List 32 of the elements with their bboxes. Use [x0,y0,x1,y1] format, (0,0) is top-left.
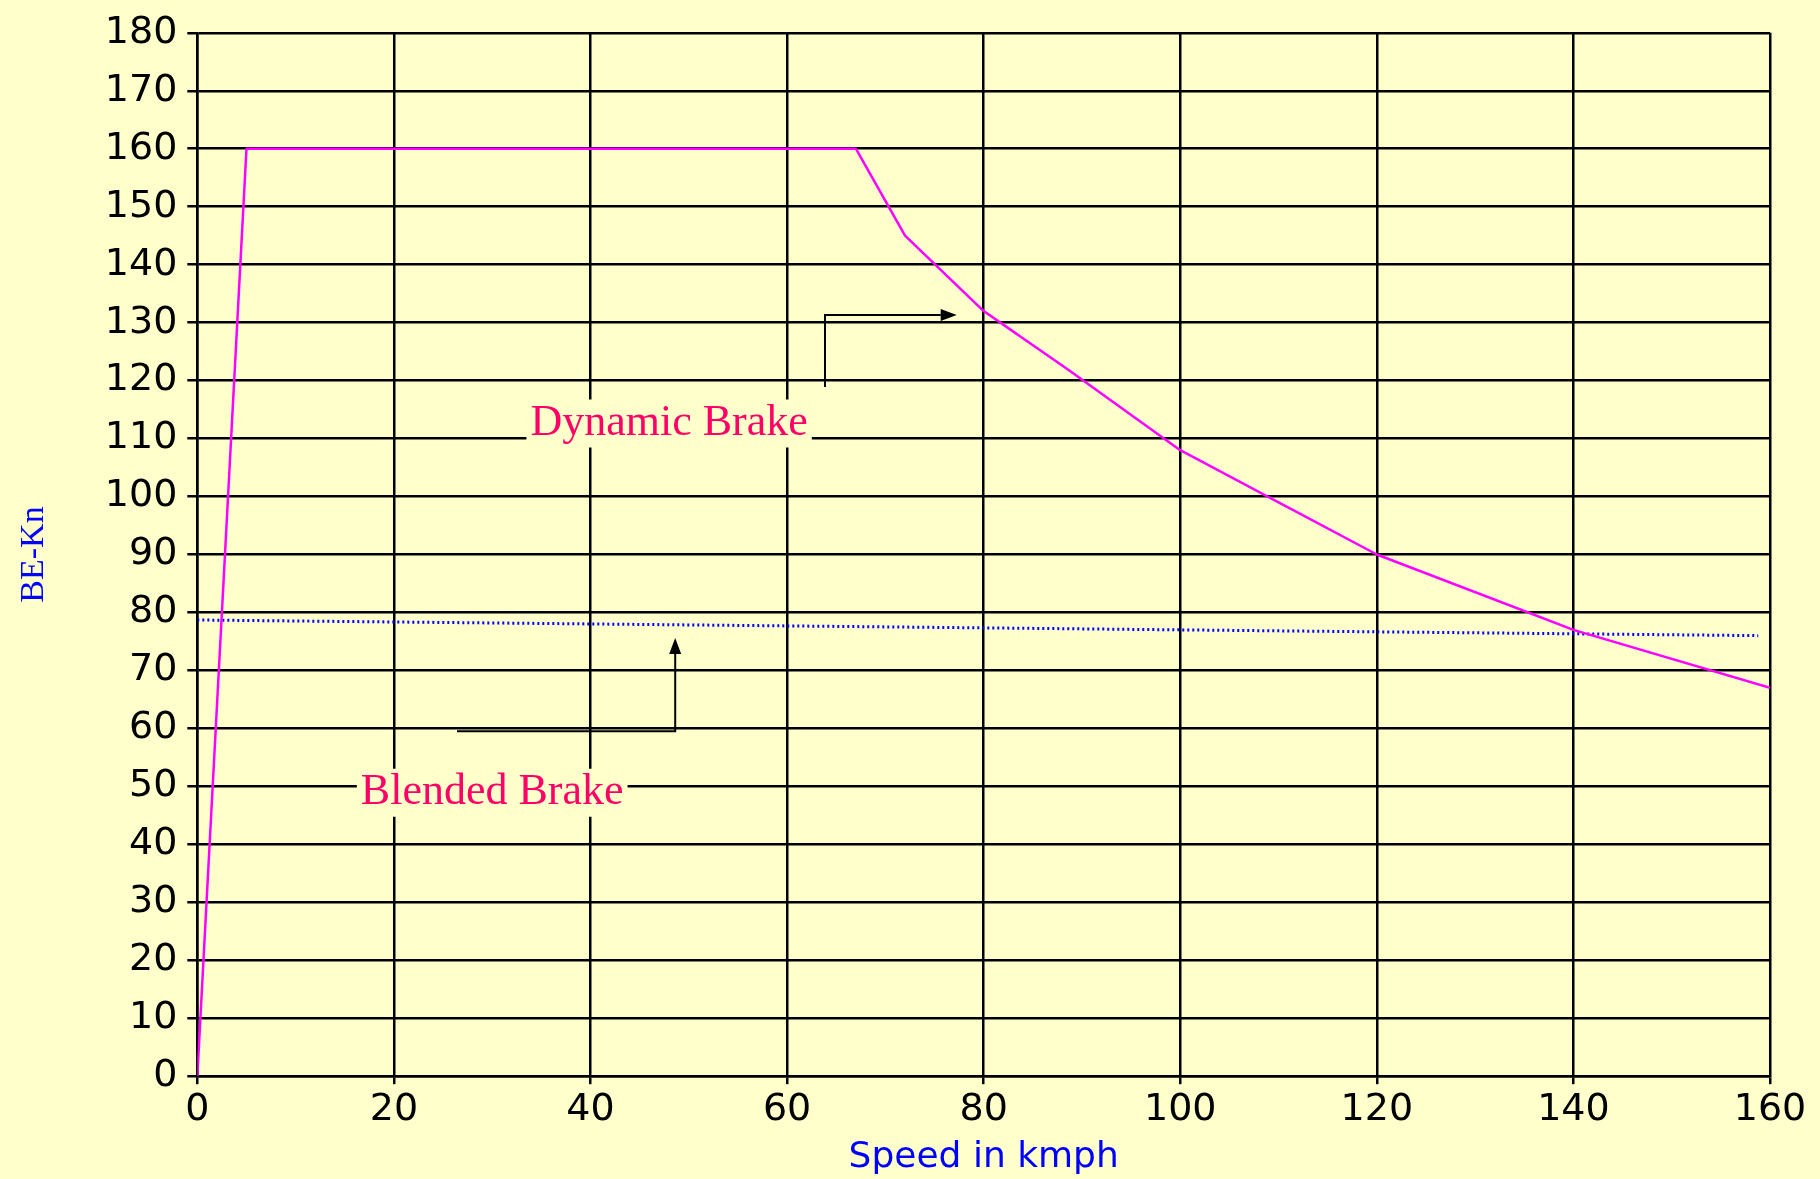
y-tick-label: 30 [128,877,178,922]
y-tick-label: 160 [104,123,178,168]
x-tick-label: 60 [762,1084,812,1129]
y-tick-label: 100 [104,471,178,516]
y-tick-label: 40 [128,819,178,864]
y-tick-label: 20 [128,935,178,980]
y-tick-label: 80 [128,587,178,632]
x-tick-label: 140 [1537,1084,1610,1129]
x-tick-label: 0 [185,1084,210,1129]
x-tick-label: 80 [959,1084,1008,1129]
y-tick-label: 120 [104,355,178,400]
y-tick-label: 170 [104,65,178,110]
annotation: Blended Brake [360,765,624,815]
annotation: Dynamic Brake [530,396,808,446]
y-tick-label: 180 [104,7,178,52]
y-tick-label: 130 [104,297,178,342]
y-tick-label: 90 [128,529,178,574]
x-tick-label: 40 [566,1084,615,1129]
y-tick-label: 50 [128,761,178,806]
y-tick-label: 110 [104,413,178,458]
x-tick-label: 20 [369,1084,419,1129]
x-axis-title: Speed in kmph [848,1133,1119,1175]
y-tick-label: 0 [153,1051,178,1096]
x-tick-label: 100 [1143,1084,1217,1129]
y-tick-label: 140 [104,239,178,284]
x-tick-label: 120 [1340,1084,1414,1129]
y-axis-title: BE-Kn [13,506,51,603]
x-tick-label: 160 [1733,1084,1807,1129]
y-tick-label: 70 [128,645,178,690]
y-tick-label: 10 [128,993,178,1038]
y-tick-label: 150 [104,181,178,226]
y-tick-label: 60 [128,703,178,748]
